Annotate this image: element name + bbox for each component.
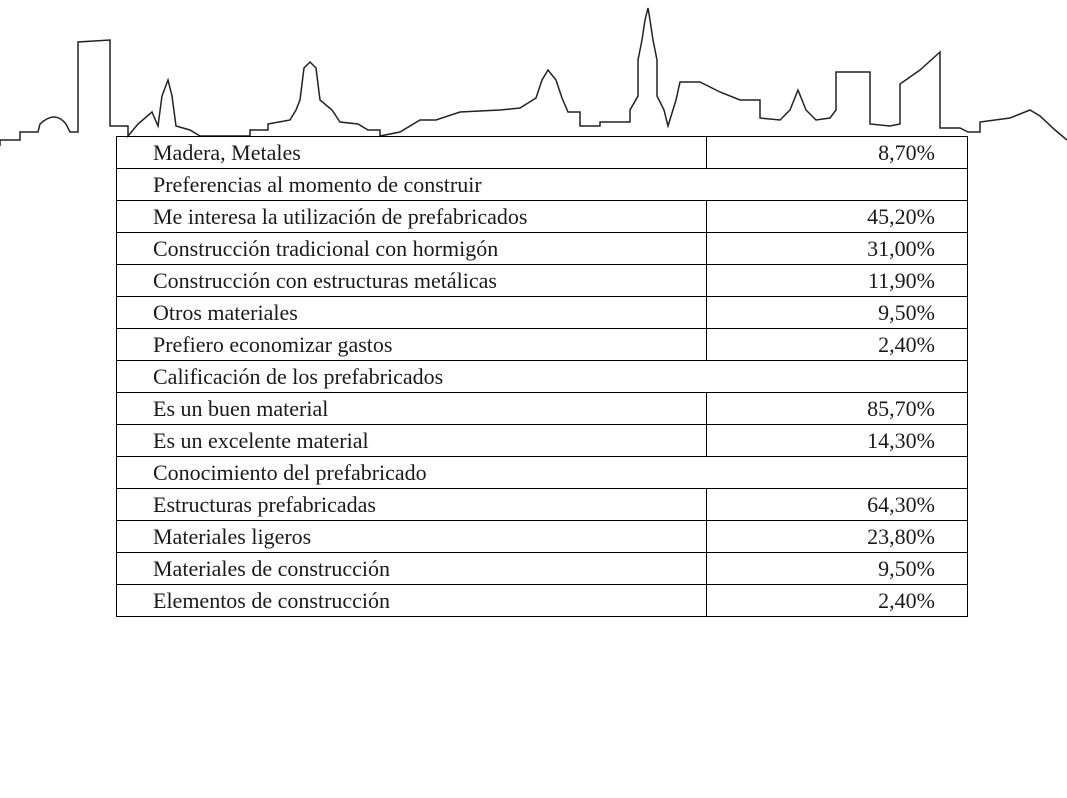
row-value: 45,20% <box>707 201 968 233</box>
row-label: Es un excelente material <box>117 425 707 457</box>
row-label: Es un buen material <box>117 393 707 425</box>
row-label: Elementos de construcción <box>117 585 707 617</box>
table-row: Conocimiento del prefabricado <box>117 457 968 489</box>
row-label: Materiales de construcción <box>117 553 707 585</box>
section-header: Preferencias al momento de construir <box>117 169 968 201</box>
row-label: Otros materiales <box>117 297 707 329</box>
row-label: Madera, Metales <box>117 137 707 169</box>
row-value: 23,80% <box>707 521 968 553</box>
row-value: 85,70% <box>707 393 968 425</box>
table-row: Calificación de los prefabricados <box>117 361 968 393</box>
row-label: Construcción tradicional con hormigón <box>117 233 707 265</box>
row-value: 2,40% <box>707 329 968 361</box>
skyline-outline <box>0 8 1067 146</box>
row-value: 9,50% <box>707 553 968 585</box>
row-label: Me interesa la utilización de prefabrica… <box>117 201 707 233</box>
table-row: Preferencias al momento de construir <box>117 169 968 201</box>
row-label: Materiales ligeros <box>117 521 707 553</box>
page: {"table": {"rows": [ {"label": "Madera, … <box>0 0 1067 798</box>
row-value: 8,70% <box>707 137 968 169</box>
row-value: 64,30% <box>707 489 968 521</box>
row-value: 31,00% <box>707 233 968 265</box>
row-value: 9,50% <box>707 297 968 329</box>
row-value: 14,30% <box>707 425 968 457</box>
section-header: Conocimiento del prefabricado <box>117 457 968 489</box>
skyline <box>0 0 1067 150</box>
table-row: Me interesa la utilización de prefabrica… <box>117 201 968 233</box>
row-label: Prefiero economizar gastos <box>117 329 707 361</box>
row-value: 2,40% <box>707 585 968 617</box>
row-value: 11,90% <box>707 265 968 297</box>
section-header: Calificación de los prefabricados <box>117 361 968 393</box>
row-label: Estructuras prefabricadas <box>117 489 707 521</box>
row-label: Construcción con estructuras metálicas <box>117 265 707 297</box>
